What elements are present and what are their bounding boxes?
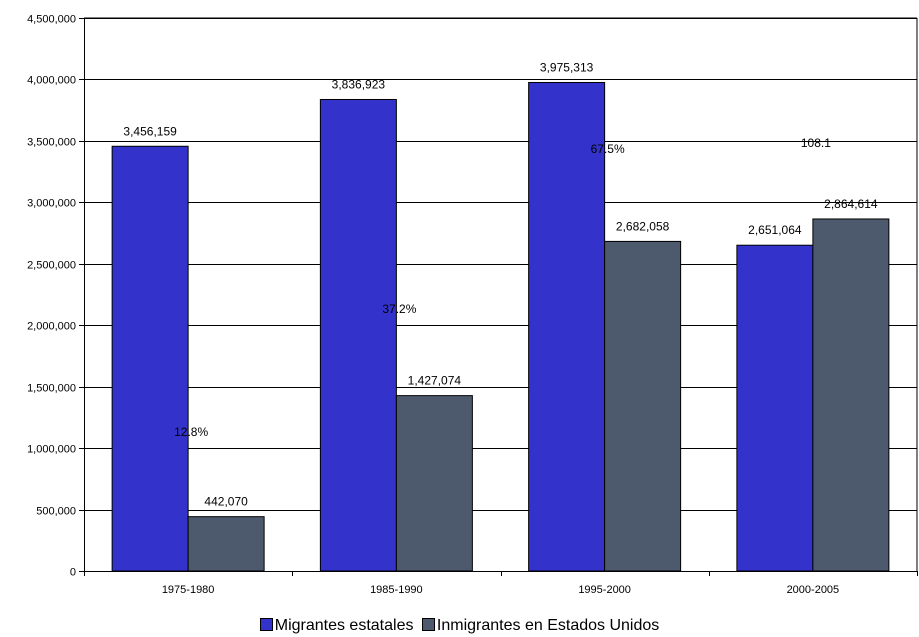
bar-chart: 0 500,000 1,000,000 1,500,000 2,000,000 2,500… <box>27 14 918 597</box>
data-label-migrantes: 3,456,159 <box>123 124 177 138</box>
y-tick-label: 4,500,000 <box>27 14 76 26</box>
y-tick-label: 3,500,000 <box>27 137 76 149</box>
legend: Migrantes estatales Inmigrantes en Estad… <box>0 617 919 635</box>
x-tick-label: 2000-2005 <box>787 584 840 596</box>
y-tick-label: 2,500,000 <box>27 260 76 272</box>
bar-inmigrantes <box>812 218 890 572</box>
y-tick-label: 4,000,000 <box>27 75 76 87</box>
legend-swatch-migrantes <box>259 618 273 631</box>
data-label-inmigrantes: 442,070 <box>204 495 248 509</box>
annotation-label: 12.8% <box>174 425 208 439</box>
data-label-migrantes: 3,836,923 <box>332 77 386 91</box>
legend-swatch-inmigrantes <box>421 618 435 631</box>
data-label-inmigrantes: 1,427,074 <box>408 374 462 388</box>
data-label-inmigrantes: 2,682,058 <box>616 219 670 233</box>
legend-label-migrantes: Migrantes estatales <box>274 617 414 634</box>
annotation-label: 67.5% <box>591 142 625 156</box>
bar-inmigrantes <box>395 395 473 572</box>
bar-migrantes <box>736 244 814 572</box>
bar-inmigrantes <box>187 516 265 572</box>
legend-item-inmigrantes: Inmigrantes en Estados Unidos <box>421 617 660 635</box>
x-tick-label: 1975-1980 <box>162 584 215 596</box>
bar-migrantes <box>528 81 606 572</box>
y-tick-label: 500,000 <box>36 506 76 518</box>
bar-migrantes <box>111 145 189 572</box>
y-tick-label: 3,000,000 <box>27 198 76 210</box>
data-label-migrantes: 3,975,313 <box>540 60 594 74</box>
y-tick-label: 1,000,000 <box>27 444 76 456</box>
y-tick-label: 1,500,000 <box>27 383 76 395</box>
annotations: 12.8% 37.2% 67.5% 108.1 <box>174 136 831 439</box>
bar-inmigrantes <box>604 240 682 572</box>
y-tick-label: 2,000,000 <box>27 321 76 333</box>
legend-item-migrantes: Migrantes estatales <box>259 617 414 635</box>
data-label-inmigrantes: 2,864,614 <box>824 197 878 211</box>
bar-migrantes <box>319 98 397 572</box>
axes <box>79 18 918 576</box>
y-tick-label: 0 <box>70 567 76 579</box>
bars <box>111 81 890 572</box>
x-tick-label: 1995-2000 <box>578 584 631 596</box>
x-tick-label: 1985-1990 <box>370 584 423 596</box>
legend-label-inmigrantes: Inmigrantes en Estados Unidos <box>436 617 660 634</box>
gridlines <box>84 17 918 571</box>
tick-labels: 0 500,000 1,000,000 1,500,000 2,000,000 2,500… <box>27 14 839 597</box>
data-labels: 3,456,159 442,070 3,836,923 1,427,074 3,975,… <box>123 60 877 508</box>
annotation-label: 108.1 <box>801 136 831 150</box>
annotation-label: 37.2% <box>382 302 416 316</box>
data-label-migrantes: 2,651,064 <box>748 223 802 237</box>
